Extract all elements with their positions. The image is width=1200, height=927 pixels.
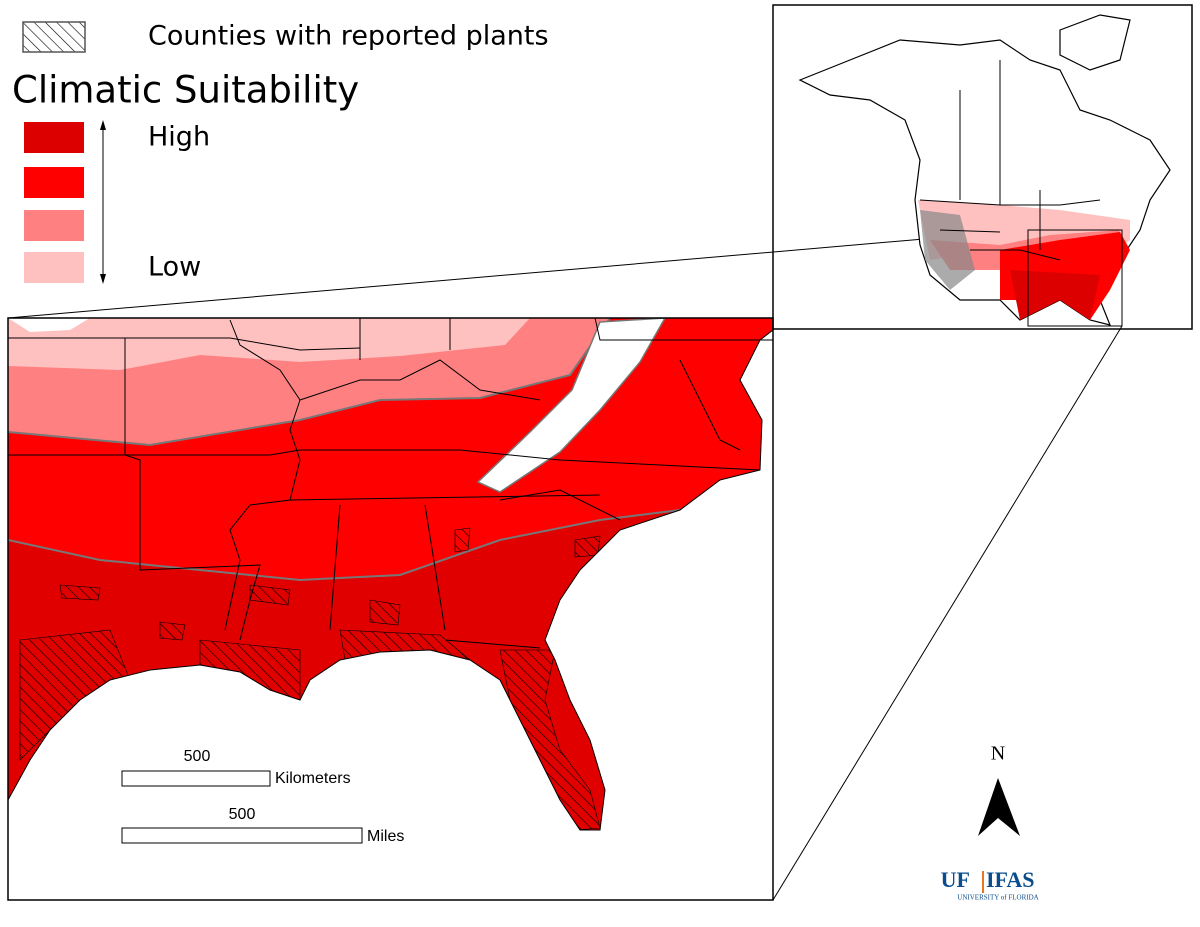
scale-bar-mi bbox=[121, 827, 363, 844]
inset-map bbox=[798, 14, 1171, 327]
logo-subtitle: UNIVERSITY of FLORIDA bbox=[957, 894, 1038, 902]
north-arrow bbox=[978, 778, 998, 836]
logo-uf: UF bbox=[941, 867, 970, 892]
main-map bbox=[8, 318, 773, 900]
scale-bar-km bbox=[121, 770, 271, 787]
hatch-label: Counties with reported plants bbox=[148, 21, 549, 52]
legend-title: Climatic Suitability bbox=[12, 69, 359, 112]
arrow-head bbox=[100, 274, 106, 284]
legend-high: High bbox=[148, 122, 210, 153]
legend-swatch bbox=[24, 210, 84, 241]
legend-swatch bbox=[24, 122, 84, 153]
zone-edge bbox=[8, 469, 773, 582]
legend-swatches bbox=[24, 122, 84, 283]
legend-swatch bbox=[24, 252, 84, 283]
reported-counties bbox=[19, 527, 601, 831]
zone-edge bbox=[8, 318, 611, 447]
legend-swatch bbox=[24, 167, 84, 198]
legend-low: Low bbox=[148, 252, 201, 283]
land-low bbox=[8, 318, 530, 370]
scale-mi-unit: Miles bbox=[367, 828, 404, 845]
north-arrow bbox=[998, 778, 1020, 836]
scale-km-unit: Kilometers bbox=[275, 770, 351, 787]
inset-frame bbox=[772, 4, 1193, 330]
main-frame bbox=[7, 317, 774, 901]
arrow-head bbox=[100, 120, 106, 130]
hatch-swatch bbox=[22, 21, 86, 53]
connector bbox=[7, 229, 1029, 319]
logo-ifas: IFAS bbox=[986, 867, 1035, 892]
scale-mi-value: 500 bbox=[229, 806, 256, 823]
state-lines bbox=[8, 318, 773, 649]
connector bbox=[772, 325, 1123, 901]
north-label: N bbox=[991, 743, 1005, 765]
unsuitable bbox=[8, 318, 90, 332]
extent-box bbox=[1027, 229, 1123, 327]
scale-km-value: 500 bbox=[184, 748, 211, 765]
ocean bbox=[8, 329, 773, 900]
